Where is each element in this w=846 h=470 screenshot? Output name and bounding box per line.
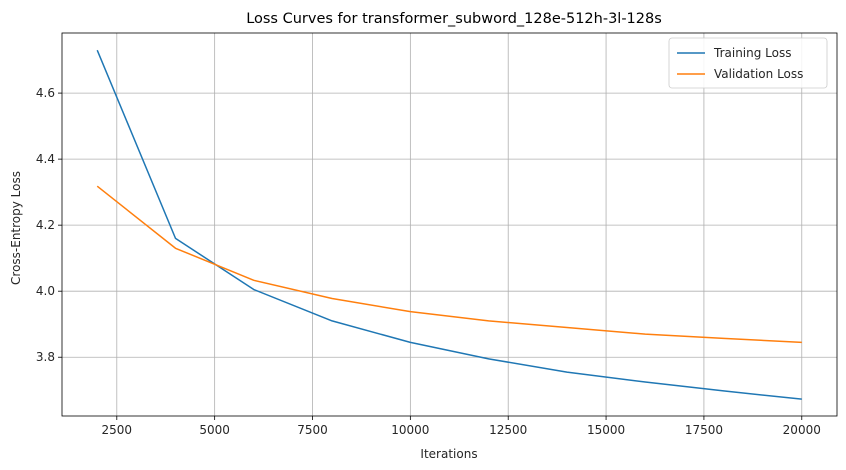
- y-tick-label: 4.0: [36, 284, 55, 298]
- x-tick-label: 15000: [587, 423, 625, 437]
- series-lines: [96, 49, 802, 400]
- x-tick-label: 12500: [489, 423, 527, 437]
- x-axis-label: Iterations: [420, 447, 477, 461]
- x-tick-label: 7500: [297, 423, 328, 437]
- y-tick-label: 3.8: [36, 350, 55, 364]
- y-axis-ticks: 3.8 4.0 4.2 4.4 4.6: [36, 86, 62, 364]
- x-tick-label: 17500: [685, 423, 723, 437]
- grid-lines: [62, 33, 837, 416]
- x-axis-ticks: 2500 5000 7500 10000 12500 15000 17500 20000: [102, 416, 821, 437]
- x-tick-label: 5000: [199, 423, 230, 437]
- legend-label-0: Training Loss: [713, 46, 791, 60]
- x-tick-label: 20000: [783, 423, 821, 437]
- series-line-0: [96, 49, 802, 400]
- y-tick-label: 4.2: [36, 218, 55, 232]
- y-tick-label: 4.6: [36, 86, 55, 100]
- x-tick-label: 10000: [391, 423, 429, 437]
- chart-title: Loss Curves for transformer_subword_128e…: [246, 11, 662, 27]
- y-tick-label: 4.4: [36, 152, 55, 166]
- plot-area-frame: [61, 32, 838, 417]
- legend-label-1: Validation Loss: [714, 67, 803, 81]
- series-line-1: [96, 185, 802, 344]
- legend: Training Loss Validation Loss: [668, 37, 828, 89]
- x-tick-label: 2500: [102, 423, 133, 437]
- legend-box: [668, 37, 828, 89]
- y-axis-label: Cross-Entropy Loss: [9, 171, 23, 285]
